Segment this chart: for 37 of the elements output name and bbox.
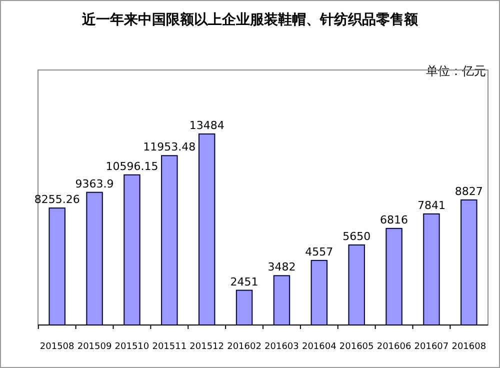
data-label: 8255.26 [34, 193, 80, 206]
bar [460, 199, 478, 326]
data-label: 13484 [189, 118, 224, 132]
data-label: 10596.15 [106, 160, 158, 173]
data-label: 7841 [417, 198, 446, 212]
x-tick-label: 201605 [339, 342, 374, 352]
data-label: 6816 [380, 213, 408, 226]
x-tick-label: 201512 [190, 342, 224, 352]
x-tick-label: 201603 [264, 342, 299, 352]
x-tick-label: 201509 [77, 342, 112, 352]
data-label: 3482 [268, 260, 296, 274]
data-label: 8827 [454, 184, 483, 198]
bar [236, 290, 253, 326]
x-tick-label: 201510 [114, 342, 150, 352]
bar [48, 208, 66, 326]
x-tick-label: 201606 [376, 342, 412, 352]
x-tick-label: 201607 [414, 342, 449, 352]
bar [348, 244, 365, 326]
data-label: 4557 [305, 245, 334, 258]
x-tick-label: 201604 [302, 342, 337, 352]
bar [161, 155, 178, 326]
bar [310, 260, 328, 326]
bar [423, 213, 440, 326]
bar [198, 133, 216, 326]
bar [273, 275, 290, 326]
bar [386, 228, 402, 326]
x-tick-label: 201608 [452, 342, 486, 352]
data-label: 5650 [342, 230, 371, 243]
x-tick-label: 201602 [227, 342, 262, 352]
bar [86, 192, 103, 326]
x-tick-label: 201508 [40, 342, 75, 352]
chart-title: 近一年来中国限额以上企业服装鞋帽、针纺织品零售额 [81, 11, 419, 28]
bar [124, 174, 140, 326]
x-tick-label: 201511 [152, 342, 187, 352]
data-label: 9363.9 [75, 177, 114, 190]
data-label: 11953.48 [143, 140, 196, 154]
data-label: 2451 [230, 275, 258, 288]
